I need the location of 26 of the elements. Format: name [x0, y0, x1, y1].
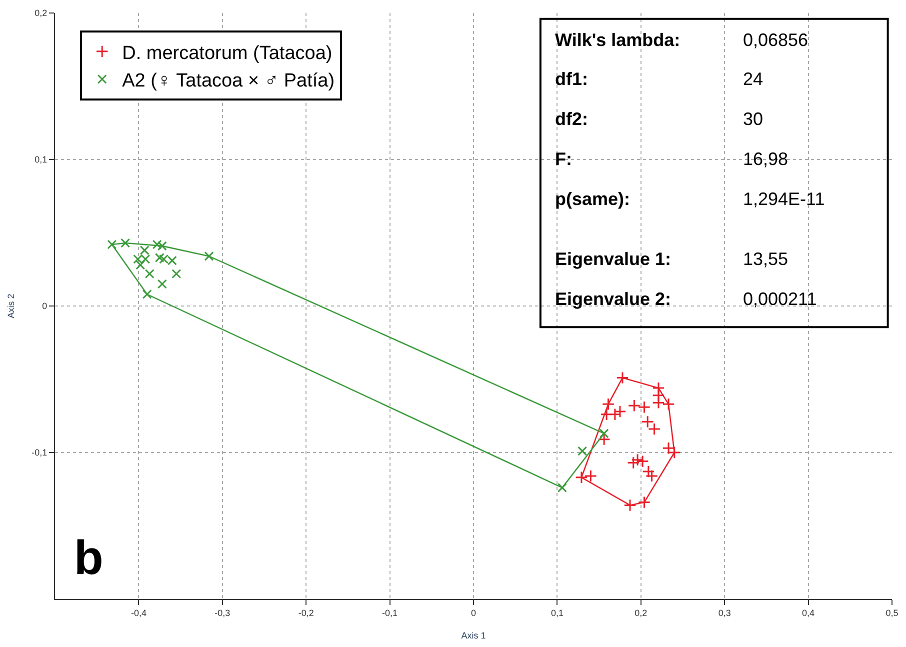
x-tick-label: 0,3 [718, 608, 731, 618]
x-axis-title: Axis 1 [461, 630, 486, 641]
x-tick-label: -0,3 [214, 608, 230, 618]
text: df1: 24 [555, 69, 764, 89]
annotation: b [74, 532, 104, 585]
x-tick-label: -0,4 [130, 608, 146, 618]
text: Eigenvalue 1: 13,55 [555, 249, 788, 269]
text: Wilk's lambda: 0,06856 [555, 30, 808, 50]
x-tick-label: 0 [470, 608, 476, 618]
x-tick-label: 0,1 [550, 608, 564, 618]
legend-label: D. mercatorum (Tatacoa) [122, 42, 332, 64]
x-tick-label: 0,4 [802, 608, 815, 618]
text: F: 16,98 [555, 149, 788, 169]
x-tick-label: -0,1 [382, 608, 398, 618]
y-tick-label: 0,1 [34, 154, 48, 165]
text: df2: 30 [555, 109, 764, 129]
x-tick-label: 0,2 [634, 608, 648, 618]
y-tick-label: -0,1 [32, 448, 48, 458]
y-axis-title: Axis 2 [6, 294, 16, 318]
x-tick-label: 0,5 [886, 608, 898, 618]
x-tick-label: -0,2 [298, 608, 314, 618]
y-tick-label: 0,2 [34, 8, 48, 18]
y-tick-label: 0 [42, 301, 48, 312]
text: Eigenvalue 2: 0,000211 [555, 289, 817, 309]
text: p(same): 1,294E-11 [555, 189, 825, 209]
legend-label: A2 (♀ Tatacoa × ♂ Patía) [122, 70, 335, 92]
